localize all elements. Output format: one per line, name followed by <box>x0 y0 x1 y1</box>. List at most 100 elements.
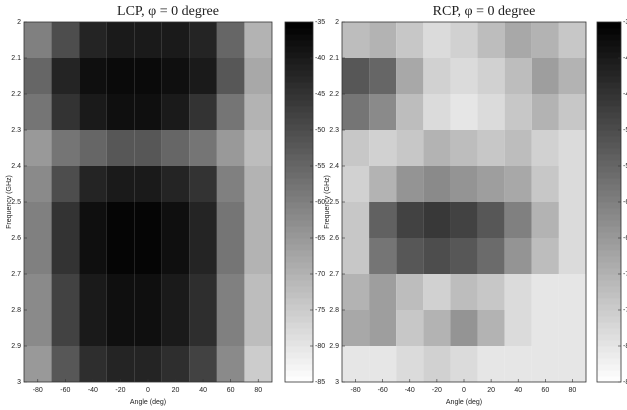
heatmap-cell <box>106 58 135 94</box>
colorbar-segment <box>285 292 313 299</box>
x-tick-label: 0 <box>462 387 466 394</box>
heatmap-cell <box>504 58 532 94</box>
colorbar-segment <box>597 250 621 257</box>
heatmap-cell <box>189 238 217 274</box>
colorbar-segment <box>285 274 313 281</box>
heatmap-cell <box>244 166 272 202</box>
y-tick-label: 2.7 <box>11 271 21 278</box>
colorbar-tick-label: -35 <box>623 19 627 26</box>
y-tick-label: 2.3 <box>329 127 339 134</box>
colorbar-segment <box>597 172 621 179</box>
heatmap-cell <box>79 58 107 94</box>
heatmap-cell <box>504 130 532 166</box>
colorbar-segment <box>285 346 313 353</box>
heatmap-cell <box>79 238 107 274</box>
colorbar-segment <box>597 82 621 89</box>
colorbar-tick-label: -40 <box>623 55 627 62</box>
heatmap-cell <box>51 166 80 202</box>
heatmap-cell <box>79 22 107 58</box>
heatmap-cell <box>51 58 80 94</box>
heatmap-cell <box>244 130 272 166</box>
colorbar-segment <box>285 268 313 275</box>
heatmap-cell <box>106 22 135 58</box>
heatmap-cell <box>106 166 135 202</box>
colorbar-segment <box>285 52 313 59</box>
heatmap-cell <box>161 22 190 58</box>
colorbar-segment <box>285 190 313 197</box>
heatmap-cell <box>79 166 107 202</box>
colorbar-tick-label: -85 <box>623 379 627 386</box>
heatmap-cell <box>477 310 505 346</box>
colorbar-segment <box>285 298 313 305</box>
heatmap-cell <box>24 130 52 166</box>
heatmap-cell <box>161 202 190 238</box>
colorbar-tick-label: -80 <box>623 343 627 350</box>
heatmap-cell <box>161 166 190 202</box>
colorbar-segment <box>597 58 621 65</box>
heatmap-cell <box>342 166 370 202</box>
y-tick-label: 2.8 <box>329 307 339 314</box>
heatmap-cell <box>558 274 586 310</box>
heatmap-cell <box>51 94 80 130</box>
heatmap-cell <box>134 202 162 238</box>
heatmap-cell <box>79 94 107 130</box>
heatmap-cell <box>106 130 135 166</box>
heatmap-cell <box>423 94 451 130</box>
heatmap-cell <box>531 202 559 238</box>
heatmap-cell <box>51 274 80 310</box>
x-tick-label: 20 <box>172 387 180 394</box>
colorbar-segment <box>597 214 621 221</box>
heatmap-cell <box>106 238 135 274</box>
colorbar-tick-label: -65 <box>315 235 325 242</box>
heatmap-cell <box>450 274 478 310</box>
colorbar-segment <box>285 352 313 359</box>
colorbar-segment <box>285 214 313 221</box>
heatmap-cell <box>450 346 478 382</box>
x-axis-label: Angle (deg) <box>446 399 482 406</box>
colorbar-tick-label: -60 <box>623 199 627 206</box>
x-tick-label: -80 <box>33 387 43 394</box>
heatmap-cell <box>216 22 245 58</box>
heatmap-cell <box>504 310 532 346</box>
colorbar-segment <box>597 208 621 215</box>
heatmap-cell <box>504 238 532 274</box>
colorbar-segment <box>597 340 621 347</box>
colorbar-segment <box>285 100 313 107</box>
heatmap-cell <box>244 202 272 238</box>
colorbar-segment <box>285 94 313 101</box>
y-tick-label: 2.1 <box>11 55 21 62</box>
heatmap-cell <box>477 130 505 166</box>
heatmap-cell <box>342 346 370 382</box>
heatmap-cell <box>342 310 370 346</box>
colorbar-segment <box>285 202 313 209</box>
colorbar-segment <box>597 238 621 245</box>
colorbar-segment <box>597 100 621 107</box>
colorbar-segment <box>285 322 313 329</box>
colorbar-segment <box>597 22 621 29</box>
colorbar-segment <box>285 370 313 377</box>
y-tick-label: 2.6 <box>329 235 339 242</box>
colorbar-segment <box>597 136 621 143</box>
colorbar-segment <box>597 52 621 59</box>
heatmap-cell <box>216 130 245 166</box>
colorbar-segment <box>597 112 621 119</box>
colorbar-segment <box>597 346 621 353</box>
heatmap-cell <box>189 22 217 58</box>
colorbar-segment <box>597 166 621 173</box>
y-tick-label: 2 <box>17 19 21 26</box>
colorbar-segment <box>285 310 313 317</box>
colorbar-segment <box>285 64 313 71</box>
heatmap-cell <box>558 94 586 130</box>
heatmap-cell <box>161 238 190 274</box>
heatmap-cell <box>134 130 162 166</box>
colorbar-segment <box>285 376 313 383</box>
heatmap-cell <box>189 346 217 382</box>
heatmap-cell <box>244 310 272 346</box>
x-tick-label: 0 <box>146 387 150 394</box>
colorbar-segment <box>285 148 313 155</box>
heatmap-cell <box>477 202 505 238</box>
colorbar-segment <box>597 40 621 47</box>
colorbar-segment <box>285 184 313 191</box>
colorbar-tick-label: -80 <box>315 343 325 350</box>
colorbar-tick-label: -35 <box>315 19 325 26</box>
